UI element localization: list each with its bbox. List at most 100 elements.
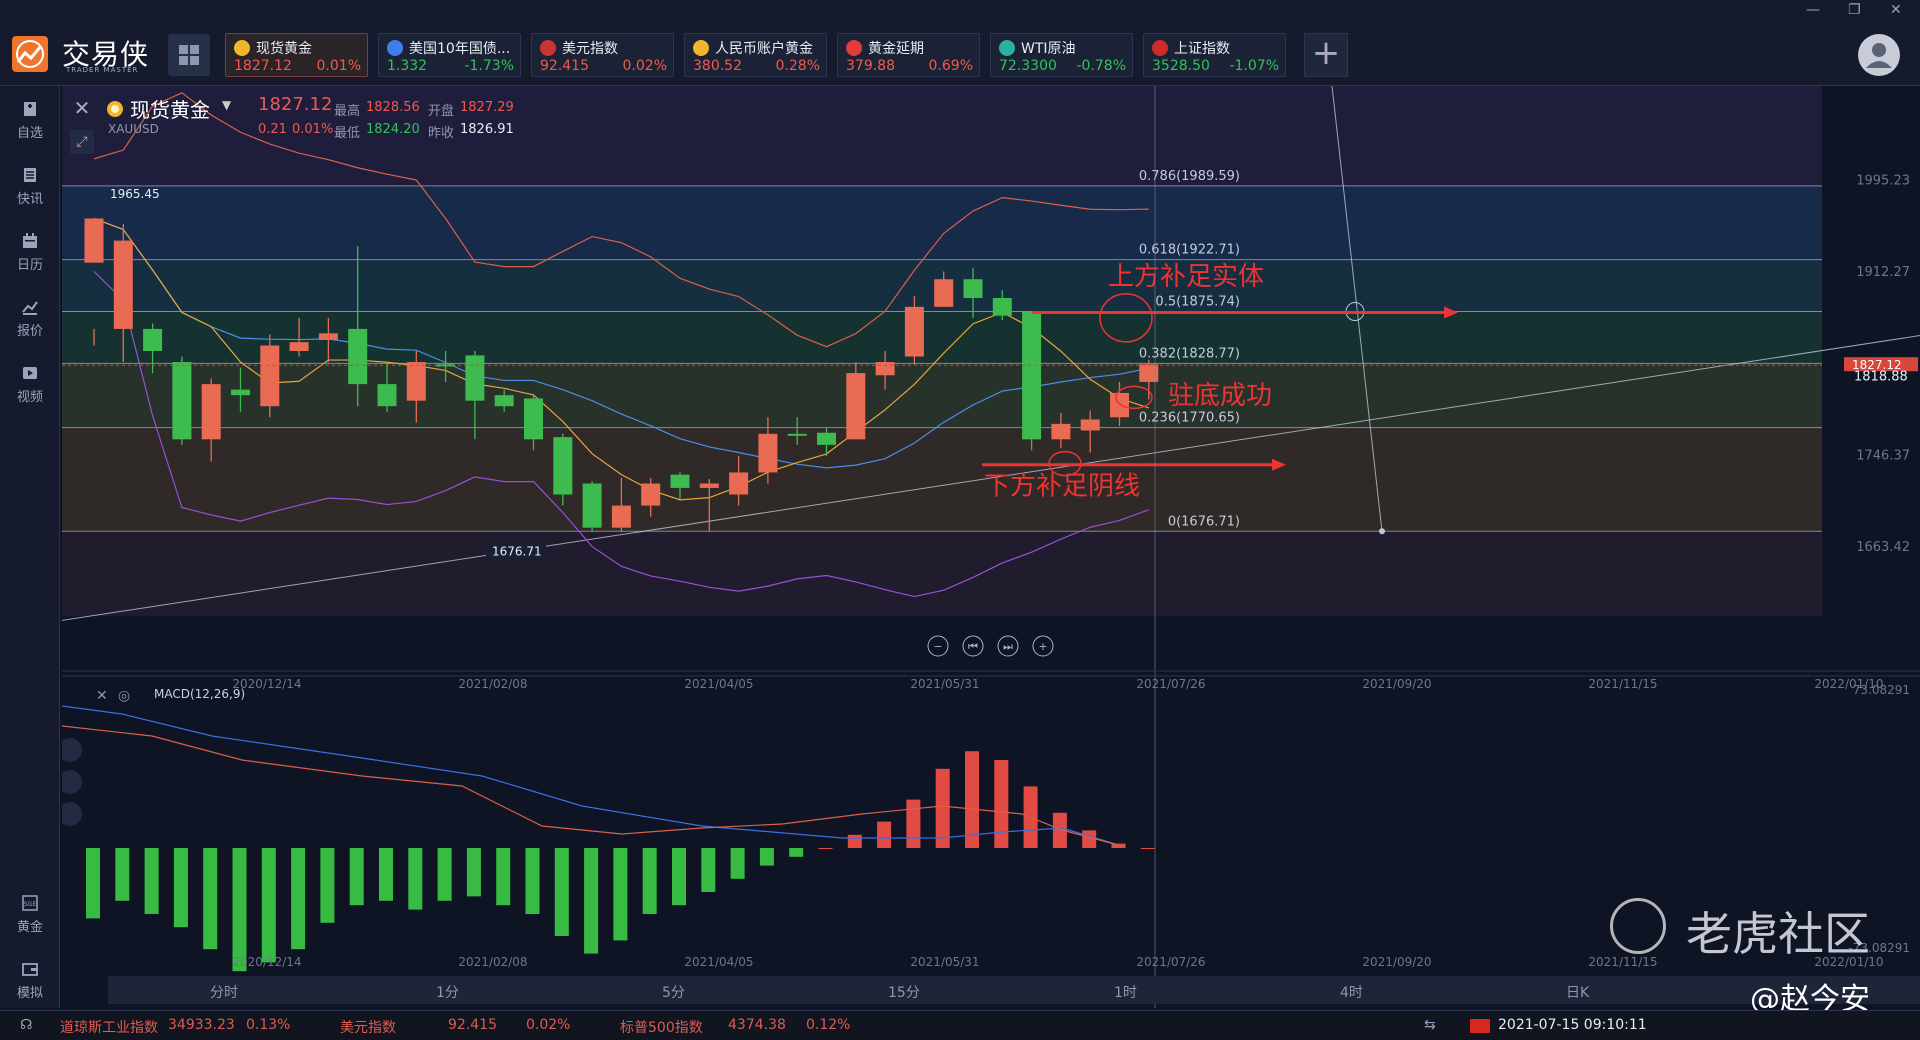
- sidebar-item-watchlist[interactable]: 自选: [0, 100, 60, 141]
- candle-body: [699, 483, 719, 488]
- annotation-circle: [1048, 450, 1082, 477]
- status-index-name[interactable]: 道琼斯工业指数: [60, 1020, 158, 1036]
- macd-dea-line: [62, 705, 1123, 847]
- zoom-out-button[interactable]: [927, 635, 949, 657]
- sidebar-item-calendar[interactable]: 日历: [0, 232, 60, 273]
- draw-tool-icon[interactable]: [62, 802, 82, 826]
- timeframe-2[interactable]: 5分: [662, 985, 685, 1001]
- macd-close-icon[interactable]: ✕: [96, 688, 108, 704]
- avatar[interactable]: [1858, 34, 1900, 76]
- timeframe-0[interactable]: 分时: [210, 985, 238, 1001]
- next-button[interactable]: [997, 635, 1019, 657]
- ticker-pct: -0.78%: [1076, 58, 1126, 74]
- pencil-icon[interactable]: [62, 770, 82, 794]
- candle-body: [1110, 392, 1129, 418]
- svg-text:SGE: SGE: [24, 901, 36, 908]
- ticker-tab-0[interactable]: 现货黄金 1827.12 0.01%: [225, 33, 368, 77]
- add-ticker-button[interactable]: +: [1304, 33, 1348, 77]
- sidebar-item-label: 日历: [16, 258, 43, 273]
- restore-icon[interactable]: ❐: [1848, 2, 1861, 18]
- macd-bar: [965, 751, 979, 848]
- ticker-tab-6[interactable]: 上证指数 3528.50 -1.07%: [1143, 33, 1286, 77]
- ticker-price: 379.88: [846, 58, 895, 74]
- status-index-name[interactable]: 标普500指数: [620, 1020, 703, 1036]
- logo-icon: [12, 36, 48, 72]
- candle-body: [201, 384, 221, 440]
- ticker-name-text: 现货黄金: [256, 41, 312, 57]
- macd-bar: [672, 848, 686, 906]
- prev-icon[interactable]: ⏮: [968, 640, 978, 653]
- sidebar-item-news[interactable]: 快讯: [0, 166, 60, 207]
- macd-bar: [408, 848, 423, 910]
- macd-bar: [1111, 843, 1126, 848]
- ticker-tab-4[interactable]: 黄金延期 379.88 0.69%: [837, 33, 980, 77]
- sidebar-item-quotes[interactable]: 报价: [0, 298, 60, 339]
- ticker-price: 1.332: [387, 58, 428, 74]
- zoom-in-button[interactable]: [1032, 635, 1054, 657]
- candle-body: [963, 279, 983, 298]
- quote-icon: [22, 301, 38, 315]
- macd-bar: [701, 848, 716, 892]
- expand-icon[interactable]: ⤢: [70, 130, 94, 154]
- sidebar-item-simulation[interactable]: 模拟: [0, 960, 60, 1001]
- y-axis-tick: 1746.37: [1856, 448, 1910, 463]
- fib-zone: [62, 185, 1822, 260]
- indicator-icon[interactable]: [62, 738, 82, 762]
- macd-bar: [554, 848, 569, 936]
- price-chart[interactable]: 0.786(1989.59) 0.618(1922.71) 0.5(1875.74)…: [62, 86, 1920, 1008]
- macd-bar: [994, 760, 1009, 848]
- candle-body: [875, 362, 895, 376]
- grid-menu-button[interactable]: [168, 34, 210, 76]
- fib-zone: [62, 427, 1822, 532]
- macd-bar: [642, 848, 657, 914]
- close-chart-button[interactable]: ✕: [73, 96, 91, 120]
- candle-body: [729, 472, 749, 495]
- sidebar-item-label: 黄金: [16, 920, 43, 935]
- ticker-tab-1[interactable]: 美国10年国债... 1.332 -1.73%: [378, 33, 521, 77]
- candle-body: [143, 328, 163, 351]
- minimize-icon[interactable]: —: [1806, 2, 1820, 18]
- zoom-in-icon[interactable]: +: [1038, 640, 1047, 653]
- prev-button[interactable]: [962, 635, 984, 657]
- timeframe-6[interactable]: 日K: [1566, 985, 1590, 1001]
- macd-bar: [320, 848, 335, 923]
- calendar-icon: [23, 233, 37, 248]
- ticker-tab-5[interactable]: WTI原油 72.3300 -0.78%: [990, 33, 1133, 77]
- arrow-head-icon: [1272, 458, 1286, 471]
- status-index-name[interactable]: 美元指数: [340, 1020, 396, 1036]
- symbol-name[interactable]: 现货黄金: [130, 98, 210, 122]
- timeframe-5[interactable]: 4时: [1340, 985, 1363, 1001]
- macd-bar: [144, 848, 159, 914]
- ticker-pct: 0.69%: [928, 58, 973, 74]
- timeframe-4[interactable]: 1时: [1114, 985, 1137, 1001]
- macd-bar: [525, 848, 540, 914]
- x-axis-tick: 2021/05/31: [910, 677, 979, 691]
- timeframe-1[interactable]: 1分: [436, 985, 459, 1001]
- low-marker-box: [486, 541, 546, 560]
- candle-body: [758, 433, 778, 473]
- ticker-tab-2[interactable]: 美元指数 92.415 0.02%: [531, 33, 674, 77]
- macd-bar: [115, 848, 130, 901]
- left-sidebar: 自选 快讯 日历 报价 视频 SGE 黄金 模拟: [0, 86, 60, 1008]
- candle-body: [172, 362, 192, 440]
- fib-anchor-line: [1331, 86, 1383, 532]
- timeframe-3[interactable]: 15分: [888, 985, 920, 1001]
- macd-bar: [496, 848, 511, 906]
- headset-icon[interactable]: ☊: [20, 1017, 33, 1033]
- ticker-name: 上证指数: [1152, 38, 1230, 58]
- macd-settings-icon[interactable]: ◎: [118, 688, 130, 704]
- sidebar-item-label: 模拟: [16, 986, 43, 1001]
- chevron-down-icon[interactable]: ▼: [222, 98, 232, 112]
- link-icon[interactable]: ⇆: [1424, 1017, 1436, 1033]
- sidebar-item-sge-gold[interactable]: SGE 黄金: [0, 894, 60, 935]
- sidebar-item-video[interactable]: 视频: [0, 364, 60, 405]
- next-icon[interactable]: ⏭: [1003, 640, 1013, 653]
- ticker-tab-3[interactable]: 人民币账户黄金 380.52 0.28%: [684, 33, 827, 77]
- candle-body: [992, 298, 1012, 316]
- macd-bar: [730, 848, 745, 879]
- zoom-out-icon[interactable]: −: [933, 640, 942, 653]
- high-value: 1828.56: [366, 100, 420, 115]
- low-label: 最低: [334, 126, 361, 141]
- close-window-icon[interactable]: ✕: [1890, 2, 1902, 18]
- news-icon: [24, 168, 36, 182]
